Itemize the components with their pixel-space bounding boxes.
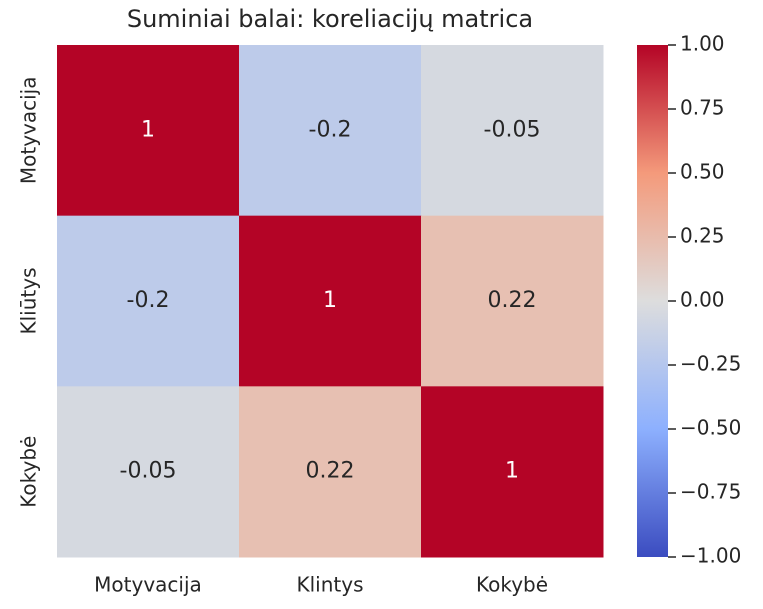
heatmap-cell bbox=[57, 45, 240, 217]
chart-title: Suminiai balai: koreliacijų matrica bbox=[127, 5, 533, 33]
cell-label: -0.05 bbox=[484, 117, 541, 142]
colorbar-tick-label: −0.50 bbox=[680, 416, 741, 440]
colorbar-tick-label: 0.00 bbox=[680, 288, 725, 312]
y-tick-label: Kokybė bbox=[17, 436, 41, 508]
x-tick-label: Motyvacija bbox=[94, 573, 202, 597]
x-tick-label: Klintys bbox=[296, 573, 363, 597]
heatmap-cell bbox=[239, 215, 422, 387]
colorbar-tick-label: 0.25 bbox=[680, 224, 725, 248]
cell-label: -0.05 bbox=[120, 459, 177, 484]
heatmap-cell bbox=[421, 45, 604, 217]
cell-label: 1 bbox=[505, 459, 519, 484]
heatmap-cell bbox=[421, 386, 604, 558]
cell-label: 1 bbox=[323, 288, 337, 313]
colorbar-tick-label: 0.50 bbox=[680, 160, 725, 184]
colorbar-tick-label: −0.25 bbox=[680, 352, 741, 376]
cell-label: 1 bbox=[141, 117, 155, 142]
heatmap-cell bbox=[57, 386, 240, 558]
colorbar-tick-label: −1.00 bbox=[680, 544, 741, 568]
heatmap-cell bbox=[421, 215, 604, 387]
heatmap-cell bbox=[239, 386, 422, 558]
colorbar bbox=[637, 45, 668, 557]
x-tick-label: Kokybė bbox=[476, 573, 548, 597]
heatmap-cell bbox=[239, 45, 422, 217]
heatmap-cell bbox=[57, 215, 240, 387]
cell-label: -0.2 bbox=[127, 288, 170, 313]
y-tick-label: Kliūtys bbox=[17, 267, 41, 334]
colorbar-tick-label: 0.75 bbox=[680, 96, 725, 120]
cell-label: 0.22 bbox=[488, 288, 537, 313]
cell-label: 0.22 bbox=[306, 459, 355, 484]
cell-label: -0.2 bbox=[309, 117, 352, 142]
colorbar-tick-label: 1.00 bbox=[680, 32, 725, 56]
y-tick-label: Motyvacija bbox=[17, 77, 41, 185]
colorbar-tick-label: −0.75 bbox=[680, 480, 741, 504]
